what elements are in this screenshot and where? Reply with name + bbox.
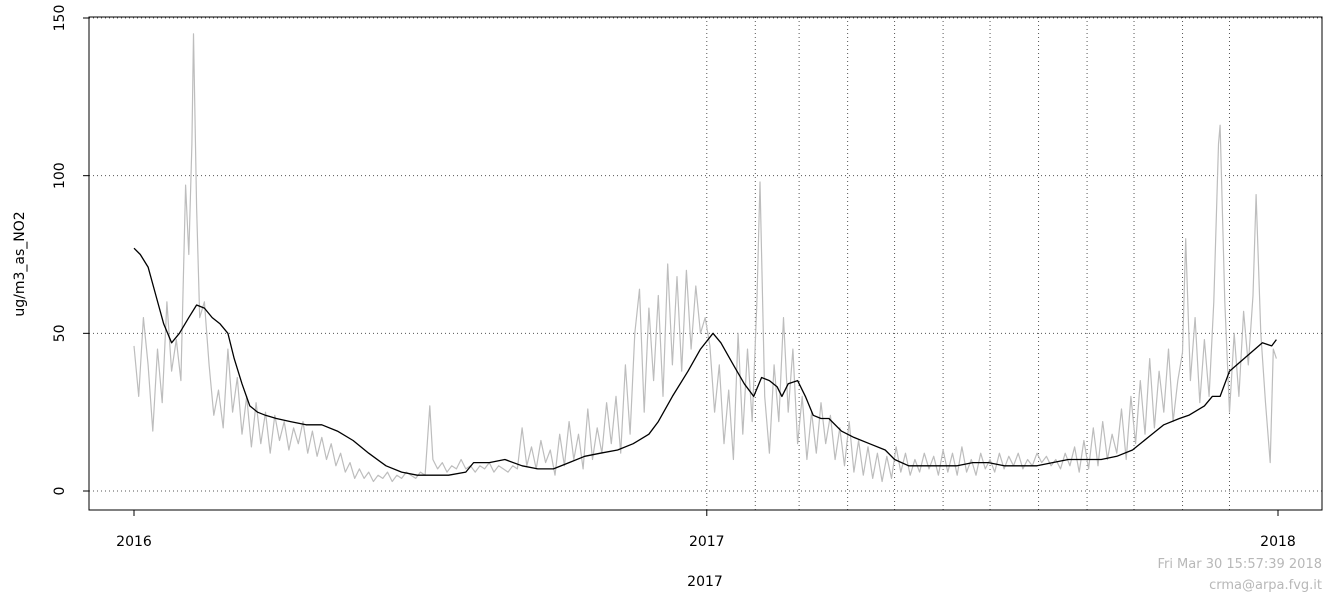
y-tick-label-150: 150 [52,5,68,32]
grid [89,17,1322,510]
footer-contact: crma@arpa.fvg.it [1209,578,1322,593]
y-tick-label-50: 50 [52,324,68,342]
daily-series-line [133,33,1277,483]
y-tick-label-100: 100 [52,162,68,189]
y-tick-label-0: 0 [52,487,68,496]
series-moving-average [133,247,1277,476]
x-axis-title: 2017 [687,574,723,590]
x-tick-label-2017: 2017 [689,534,725,550]
y-axis: 0 50 100 150 [52,5,90,496]
x-tick-label-2018: 2018 [1260,534,1296,550]
series-daily [133,33,1277,483]
y-axis-title: ug/m3_as_NO2 [12,211,28,316]
x-tick-label-2016: 2016 [116,534,152,550]
x-axis: 2016 2017 2018 [116,509,1296,550]
moving-average-line [133,247,1277,476]
footer-timestamp: Fri Mar 30 15:57:39 2018 [1157,557,1322,572]
plot-frame [88,16,1323,511]
